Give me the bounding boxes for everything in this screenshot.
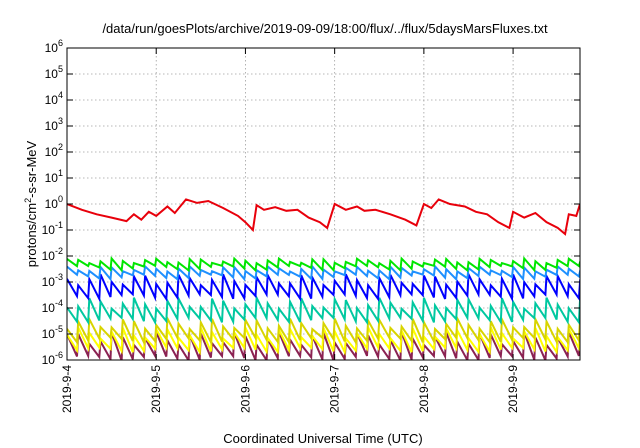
y-axis-label-sup: 2: [23, 198, 33, 203]
y-tick-base: 10: [42, 275, 56, 289]
y-tick-label: 101: [45, 168, 63, 185]
y-tick-base: 10: [45, 145, 59, 159]
y-tick-base: 10: [42, 223, 56, 237]
y-tick-base: 10: [42, 249, 56, 263]
y-tick-label: 10-1: [42, 220, 63, 237]
y-tick-label: 103: [45, 116, 63, 133]
y-tick-exponent: 4: [58, 90, 63, 100]
y-tick-base: 10: [45, 67, 59, 81]
y-tick-exponent: -6: [55, 350, 63, 360]
y-tick-base: 10: [45, 197, 59, 211]
y-tick-label: 102: [45, 142, 63, 159]
y-tick-label: 10-3: [42, 272, 63, 289]
y-tick-exponent: 1: [58, 168, 63, 178]
y-tick-exponent: 6: [58, 38, 63, 48]
y-tick-label: 104: [45, 90, 63, 107]
y-axis: 10-610-510-410-310-210-11001011021031041…: [42, 38, 580, 367]
y-axis-label: protons/cm2-s-sr-MeV: [23, 140, 39, 267]
x-tick-label: 2019-9-8: [417, 365, 431, 413]
x-tick-label: 2019-9-9: [506, 365, 520, 413]
y-tick-exponent: -3: [55, 272, 63, 282]
y-tick-exponent: -2: [55, 246, 63, 256]
y-tick-label: 106: [45, 38, 63, 55]
x-axis-label: Coordinated Universal Time (UTC): [223, 431, 422, 446]
y-tick-base: 10: [42, 301, 56, 315]
y-tick-base: 10: [45, 119, 59, 133]
series-line-1: [67, 256, 580, 273]
y-tick-exponent: 0: [58, 194, 63, 204]
y-tick-exponent: 3: [58, 116, 63, 126]
y-tick-base: 10: [45, 41, 59, 55]
y-tick-label: 10-4: [42, 298, 63, 315]
series-lines: [67, 198, 580, 360]
x-axis: 2019-9-4 2019-9-5 2019-9-6 2019-9-7 2019-9-8…: [60, 48, 520, 413]
y-axis-label-rest: -s-sr-MeV: [24, 140, 39, 197]
y-tick-label: 100: [45, 194, 63, 211]
y-tick-base: 10: [42, 327, 56, 341]
series-line-4: [67, 293, 580, 326]
series-line-5: [67, 314, 580, 347]
x-tick-label: 2019-9-5: [149, 365, 163, 413]
y-tick-base: 10: [42, 353, 56, 367]
y-tick-label: 10-2: [42, 246, 63, 263]
x-tick-label: 2019-9-4: [60, 365, 74, 413]
series-line-0: [67, 198, 580, 236]
y-axis-label-base: protons/cm: [24, 203, 39, 267]
y-tick-base: 10: [45, 93, 59, 107]
chart-title: /data/run/goesPlots/archive/2019-09-09/1…: [102, 21, 548, 36]
y-tick-exponent: 2: [58, 142, 63, 152]
y-tick-exponent: 5: [58, 64, 63, 74]
y-tick-label: 10-5: [42, 324, 63, 341]
x-tick-label: 2019-9-6: [238, 365, 252, 413]
x-tick-label: 2019-9-7: [328, 365, 342, 413]
series-line-3: [67, 270, 580, 303]
series-line-2: [67, 263, 580, 282]
y-tick-base: 10: [45, 171, 59, 185]
y-tick-exponent: -1: [55, 220, 63, 230]
y-tick-exponent: -5: [55, 324, 63, 334]
y-tick-label: 10-6: [42, 350, 63, 367]
y-tick-exponent: -4: [55, 298, 63, 308]
y-tick-label: 105: [45, 64, 63, 81]
